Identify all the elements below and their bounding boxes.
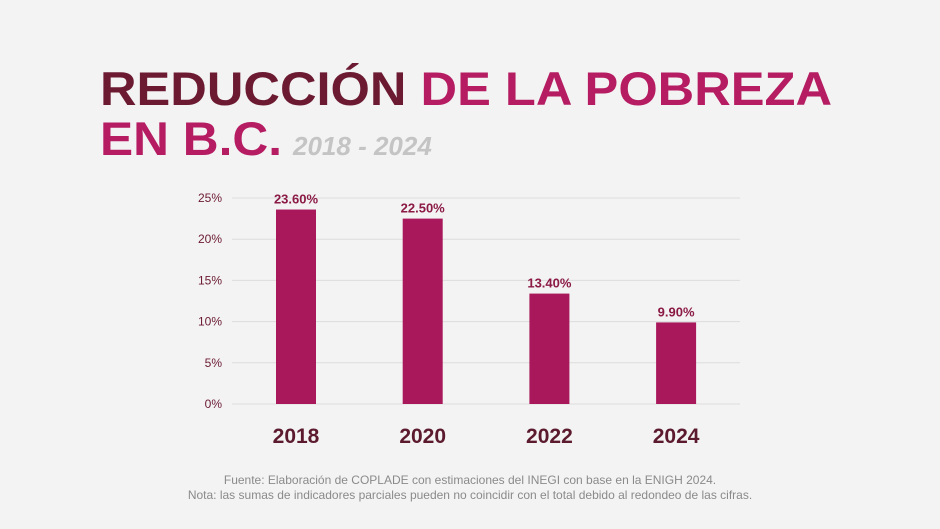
title-part: REDUCCIÓN — [100, 62, 406, 115]
chart-title: EN B.C. — [100, 112, 282, 165]
y-tick-label: 10% — [198, 315, 222, 329]
value-label: 22.50% — [401, 201, 446, 216]
title-part: DE LA POBREZA — [421, 62, 832, 115]
bar — [529, 293, 570, 404]
chart-title: REDUCCIÓN DE LA POBREZA — [100, 62, 832, 115]
value-label: 23.60% — [274, 192, 319, 207]
x-tick-label: 2024 — [653, 425, 700, 448]
y-tick-label: 5% — [205, 356, 223, 370]
y-tick-label: 25% — [198, 191, 222, 205]
x-tick-label: 2018 — [273, 425, 320, 448]
x-tick-label: 2020 — [399, 425, 446, 448]
bar — [402, 218, 443, 404]
source-note: Fuente: Elaboración de COPLADE con estim… — [224, 473, 716, 487]
note: Nota: las sumas de indicadores parciales… — [188, 488, 752, 502]
x-tick-label: 2022 — [526, 425, 573, 448]
value-label: 13.40% — [527, 276, 572, 291]
chart-subtitle: 2018 - 2024 — [292, 131, 432, 161]
bar — [276, 209, 316, 404]
bar — [656, 322, 697, 404]
y-tick-label: 15% — [198, 273, 222, 287]
y-tick-label: 0% — [205, 397, 223, 411]
value-label: 9.90% — [658, 304, 695, 319]
y-tick-label: 20% — [198, 232, 222, 246]
